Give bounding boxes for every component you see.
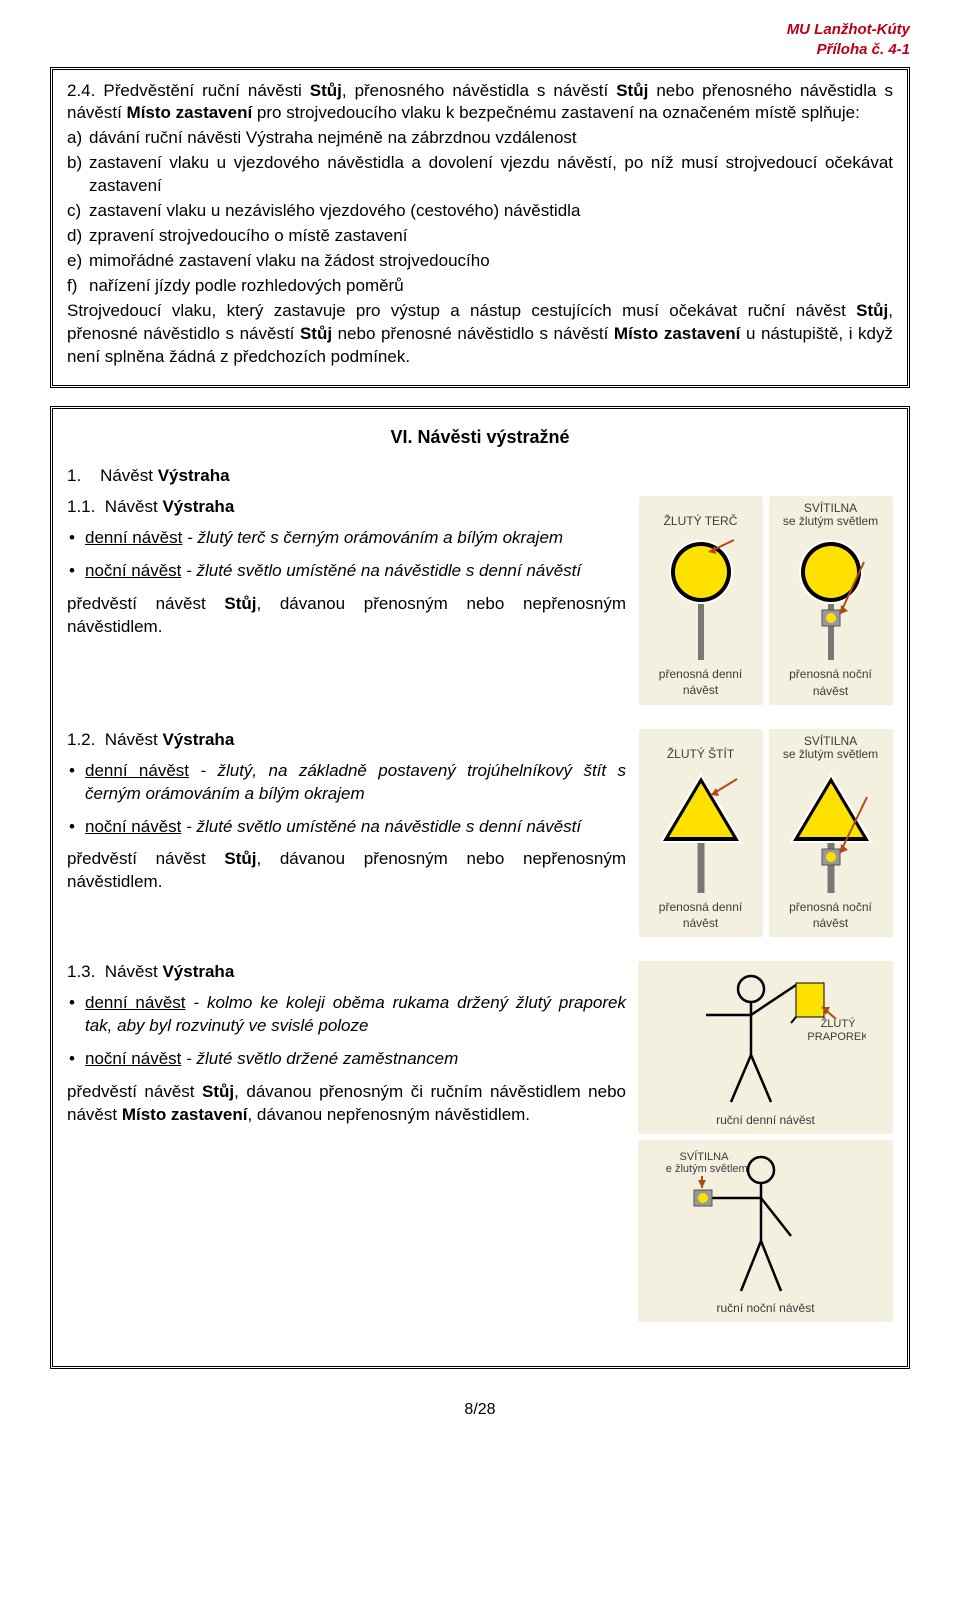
bullet-day: denní návěst - žlutý terč s černým orámo… bbox=[85, 527, 626, 550]
yellow-disc-night-icon bbox=[786, 532, 876, 662]
signal-1-2-desc: předvěstí návěst Stůj, dávanou přenosným… bbox=[67, 848, 626, 894]
item-c: c)zastavení vlaku u nezávislého vjezdové… bbox=[89, 200, 893, 223]
bullet-night-2: noční návěst - žluté světlo umístěné na … bbox=[85, 816, 626, 839]
yellow-disc-icon bbox=[656, 532, 746, 662]
signal-1-2-text: 1.2. Návěst Výstraha denní návěst - žlut… bbox=[67, 729, 626, 897]
person-flag-icon: ŽLUTÝ PRAPOREK bbox=[666, 967, 866, 1107]
fig-day-flag: ŽLUTÝ PRAPOREK ruční denní návěst bbox=[638, 961, 893, 1133]
signal-1-2: 1.2. Návěst Výstraha denní návěst - žlut… bbox=[67, 729, 893, 938]
signal-1-3-text: 1.3. Návěst Výstraha denní návěst - kolm… bbox=[67, 961, 626, 1129]
rule-tail: Strojvedoucí vlaku, který zastavuje pro … bbox=[67, 300, 893, 369]
section-title: VI. Návěsti výstražné bbox=[67, 425, 893, 449]
signal-1-3-figure: ŽLUTÝ PRAPOREK ruční denní návěst bbox=[638, 961, 893, 1328]
rule-lead: 2.4. Předvěstění ruční návěsti Stůj, pře… bbox=[67, 80, 893, 126]
bullet-night: noční návěst - žluté světlo umístěné na … bbox=[85, 560, 626, 583]
svg-text:SVÍTILNA: SVÍTILNA bbox=[679, 1150, 729, 1163]
signal-1-3: 1.3. Návěst Výstraha denní návěst - kolm… bbox=[67, 961, 893, 1328]
yellow-triangle-icon bbox=[651, 765, 751, 895]
fig-night-lamp: SVÍTILNA se žlutým světlem ruční noční n… bbox=[638, 1140, 893, 1322]
item-d: d)zpravení strojvedoucího o místě zastav… bbox=[89, 225, 893, 248]
doc-attachment: Příloha č. 4-1 bbox=[50, 40, 910, 60]
yellow-triangle-night-icon bbox=[781, 765, 881, 895]
signal-1-1-desc: předvěstí návěst Stůj, dávanou přenosným… bbox=[67, 593, 626, 639]
fig-day-triangle: ŽLUTÝ ŠTÍT přenosná denní návěst bbox=[639, 729, 763, 938]
signal-1-1-text: 1.1. Návěst Výstraha denní návěst - žlut… bbox=[67, 496, 626, 641]
fig-night-disc: SVÍTILNA se žlutým světlem přenosná nočn… bbox=[769, 496, 893, 705]
heading-1-3: 1.3. Návěst Výstraha bbox=[67, 961, 626, 984]
svg-text:PRAPOREK: PRAPOREK bbox=[807, 1031, 866, 1043]
bullet-day-3: denní návěst - kolmo ke koleji oběma ruk… bbox=[85, 992, 626, 1038]
doc-id: MU Lanžhot-Kúty bbox=[50, 20, 910, 40]
item-b: b)zastavení vlaku u vjezdového návěstidl… bbox=[89, 152, 893, 198]
item-a: a)dávání ruční návěsti Výstraha nejméně … bbox=[89, 127, 893, 150]
section-6: VI. Návěsti výstražné 1. Návěst Výstraha… bbox=[50, 406, 910, 1369]
bullet-day-2: denní návěst - žlutý, na základně postav… bbox=[85, 760, 626, 806]
signal-1-1-figure: ŽLUTÝ TERČ přenosná denní návěst SVÍTILN… bbox=[638, 496, 893, 705]
page-number: 8/28 bbox=[50, 1399, 910, 1421]
bullet-night-3: noční návěst - žluté světlo držené zaměs… bbox=[85, 1048, 626, 1071]
signal-1-2-figure: ŽLUTÝ ŠTÍT přenosná denní návěst SVÍTILN… bbox=[638, 729, 893, 938]
heading-1: 1. Návěst Výstraha bbox=[67, 465, 893, 488]
rule-list: a)dávání ruční návěsti Výstraha nejméně … bbox=[67, 127, 893, 298]
svg-text:ŽLUTÝ: ŽLUTÝ bbox=[820, 1017, 856, 1030]
heading-1-1: 1.1. Návěst Výstraha bbox=[67, 496, 626, 519]
fig-night-triangle: SVÍTILNA se žlutým světlem přenosná nočn… bbox=[769, 729, 893, 938]
signal-1-3-desc: předvěstí návěst Stůj, dávanou přenosným… bbox=[67, 1081, 626, 1127]
doc-header: MU Lanžhot-Kúty Příloha č. 4-1 bbox=[50, 20, 910, 61]
item-e: e)mimořádné zastavení vlaku na žádost st… bbox=[89, 250, 893, 273]
person-lamp-icon: SVÍTILNA se žlutým světlem bbox=[666, 1146, 866, 1296]
heading-1-2: 1.2. Návěst Výstraha bbox=[67, 729, 626, 752]
svg-text:se žlutým světlem: se žlutým světlem bbox=[666, 1163, 748, 1175]
item-f: f)nařízení jízdy podle rozhledových pomě… bbox=[89, 275, 893, 298]
fig-day-disc: ŽLUTÝ TERČ přenosná denní návěst bbox=[639, 496, 763, 705]
rule-2-4: 2.4. Předvěstění ruční návěsti Stůj, pře… bbox=[50, 67, 910, 388]
signal-1-1: 1.1. Návěst Výstraha denní návěst - žlut… bbox=[67, 496, 893, 705]
